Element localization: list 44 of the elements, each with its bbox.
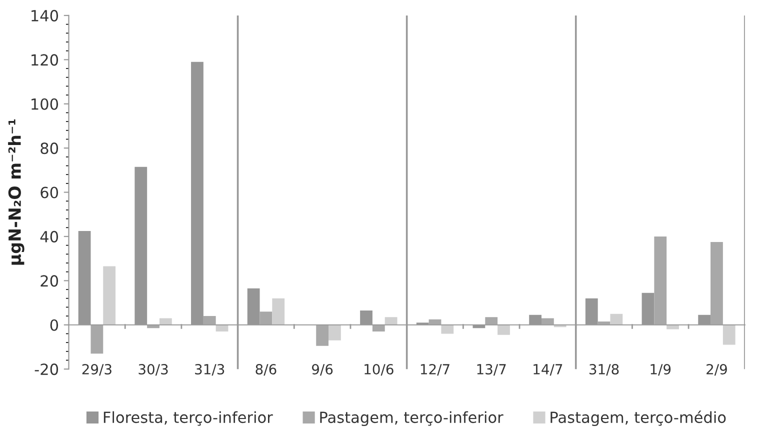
x-tick-label: 8/6 xyxy=(256,364,276,376)
x-tick-label: 12/7 xyxy=(420,364,450,376)
bar xyxy=(272,298,285,325)
bar xyxy=(384,317,398,325)
x-tick-label: 10/6 xyxy=(364,364,394,376)
x-tick-label: 31/8 xyxy=(590,364,619,376)
bar xyxy=(441,324,454,334)
bar xyxy=(498,324,510,335)
x-tick-label: 31/3 xyxy=(195,364,224,376)
bar xyxy=(260,312,272,325)
bar xyxy=(103,266,116,325)
x-tick-label: 13/7 xyxy=(477,364,506,376)
x-tick-label: 1/9 xyxy=(650,364,671,376)
y-tick-label: 140 xyxy=(32,10,58,22)
y-tick-label: 20 xyxy=(40,275,58,287)
legend-label: Floresta, terço-inferior xyxy=(104,411,273,426)
bar xyxy=(485,317,498,325)
x-tick-label: 14/7 xyxy=(534,364,562,376)
bar xyxy=(372,324,385,332)
bar xyxy=(159,318,172,325)
x-tick-label: 30/3 xyxy=(138,364,168,376)
y-tick-label: 60 xyxy=(40,186,58,198)
y-tick-label: 80 xyxy=(40,142,58,154)
bar xyxy=(654,236,667,325)
bar xyxy=(722,324,736,345)
x-tick-label: 9/6 xyxy=(312,364,333,376)
y-tick-label: 0 xyxy=(50,319,58,331)
bar xyxy=(90,324,104,354)
bar xyxy=(541,318,554,325)
bar xyxy=(328,324,341,340)
y-tick-label: 120 xyxy=(32,54,58,66)
legend-label: Pastagem, terço-inferior xyxy=(320,411,504,426)
bar xyxy=(666,324,679,330)
y-tick-label: 40 xyxy=(40,230,58,242)
y-tick-label: -20 xyxy=(34,364,58,376)
bar xyxy=(203,316,216,325)
x-tick-label: 29/3 xyxy=(82,364,112,376)
legend-label: Pastagem, terço-médio xyxy=(550,410,726,426)
bar xyxy=(710,242,723,325)
bar xyxy=(316,324,329,346)
y-tick-label: 100 xyxy=(32,98,58,110)
bar xyxy=(610,314,623,325)
x-tick-label: 2/9 xyxy=(706,364,727,376)
y-axis-title: µgN-N₂O m⁻²h⁻¹ xyxy=(8,119,24,265)
